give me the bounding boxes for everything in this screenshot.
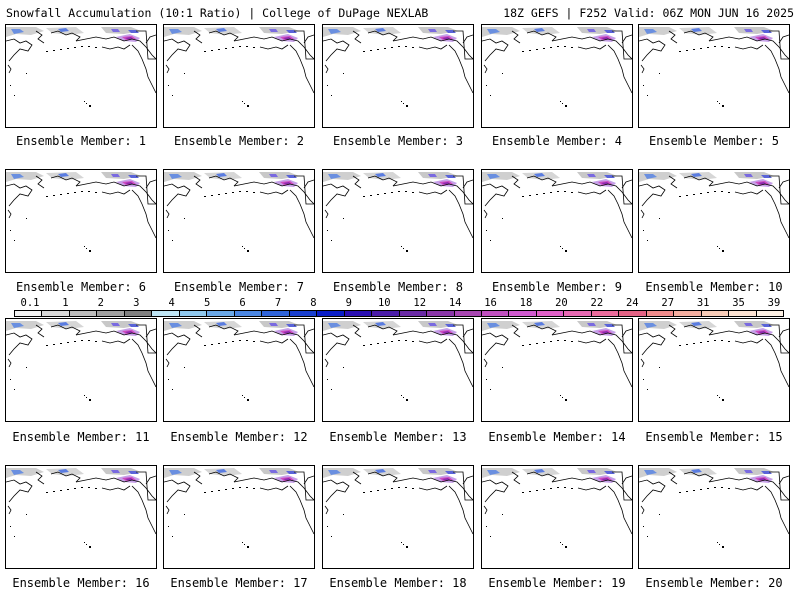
snowfall-colorbar — [14, 310, 784, 317]
ensemble-member-map — [638, 169, 790, 273]
ensemble-member-label: Ensemble Member: 8 — [332, 280, 464, 294]
ensemble-member-label: Ensemble Member: 12 — [170, 430, 308, 444]
map-title: Snowfall Accumulation (10:1 Ratio) | Col… — [6, 6, 429, 20]
colorbar-tick-label: 31 — [696, 297, 710, 309]
colorbar-segment — [481, 311, 510, 316]
colorbar-tick-label: 6 — [239, 297, 246, 309]
colorbar-tick-label: 22 — [590, 297, 604, 309]
colorbar-tick-label: 8 — [310, 297, 317, 309]
ensemble-member-map — [5, 169, 157, 273]
ensemble-member-map — [5, 318, 157, 422]
ensemble-member-map — [163, 24, 315, 128]
ensemble-member-label: Ensemble Member: 5 — [648, 134, 780, 148]
colorbar-segment — [207, 311, 235, 316]
ensemble-member-label: Ensemble Member: 16 — [12, 576, 150, 590]
colorbar-segment — [454, 311, 482, 316]
colorbar-tick-label: 12 — [413, 297, 427, 309]
colorbar-tick-label: 2 — [97, 297, 105, 309]
colorbar-segment — [646, 311, 675, 316]
ensemble-member-label: Ensemble Member: 11 — [12, 430, 150, 444]
colorbar-segment — [124, 311, 153, 316]
ensemble-member-label: Ensemble Member: 7 — [173, 280, 305, 294]
colorbar-segment — [564, 311, 592, 316]
ensemble-member-map — [163, 318, 315, 422]
colorbar-segment — [756, 311, 784, 316]
ensemble-member-label: Ensemble Member: 13 — [329, 430, 467, 444]
colorbar-segment — [729, 311, 757, 316]
colorbar-tick-label: 39 — [767, 297, 781, 309]
ensemble-member-map — [638, 318, 790, 422]
colorbar-segment — [42, 311, 70, 316]
ensemble-member-map — [481, 169, 633, 273]
ensemble-member-map — [5, 24, 157, 128]
colorbar-segment — [15, 311, 43, 316]
run-valid-time: 18Z GEFS | F252 Valid: 06Z MON JUN 16 20… — [503, 6, 794, 20]
ensemble-member-map — [481, 318, 633, 422]
colorbar-tick-label: 35 — [732, 297, 745, 309]
ensemble-member-label: Ensemble Member: 3 — [332, 134, 464, 148]
colorbar-tick-label: 16 — [484, 297, 497, 309]
colorbar-segment — [69, 311, 98, 316]
colorbar-tick-label: 18 — [519, 297, 533, 309]
colorbar-tick-label: 3 — [133, 297, 140, 309]
colorbar-segment — [399, 311, 428, 316]
colorbar-segment — [234, 311, 263, 316]
ensemble-member-label: Ensemble Member: 9 — [491, 280, 623, 294]
ensemble-member-map — [163, 169, 315, 273]
ensemble-member-label: Ensemble Member: 17 — [170, 576, 308, 590]
ensemble-member-label: Ensemble Member: 4 — [491, 134, 623, 148]
colorbar-segment — [372, 311, 400, 316]
ensemble-member-map — [638, 24, 790, 128]
ensemble-member-label: Ensemble Member: 19 — [488, 576, 626, 590]
colorbar-segment — [344, 311, 373, 316]
colorbar-segment — [591, 311, 620, 316]
ensemble-member-label: Ensemble Member: 15 — [645, 430, 783, 444]
ensemble-member-map — [638, 465, 790, 569]
ensemble-member-map — [322, 318, 474, 422]
colorbar-tick-label: 1 — [62, 297, 69, 309]
ensemble-member-map — [322, 24, 474, 128]
colorbar-ticks: 0.1 1 2 3 4 5 6 7 8 9 10 12 14 16 18 20 22 24 27 31 35 39 — [14, 297, 784, 309]
ensemble-member-label: Ensemble Member: 6 — [15, 280, 147, 294]
ensemble-member-label: Ensemble Member: 1 — [15, 134, 147, 148]
colorbar-segment — [289, 311, 318, 316]
colorbar-segment — [262, 311, 290, 316]
colorbar-tick-label: 4 — [168, 297, 175, 309]
colorbar-segment — [179, 311, 208, 316]
ensemble-member-label: Ensemble Member: 20 — [645, 576, 783, 590]
ensemble-member-map — [481, 24, 633, 128]
colorbar-tick-label: 9 — [345, 297, 353, 309]
colorbar-tick-label: 27 — [661, 297, 675, 309]
colorbar-segment — [152, 311, 180, 316]
colorbar-tick-label: 0.1 — [20, 297, 40, 309]
colorbar-segment — [317, 311, 345, 316]
colorbar-segment — [97, 311, 125, 316]
ensemble-member-map — [163, 465, 315, 569]
ensemble-member-map — [322, 169, 474, 273]
ensemble-member-label: Ensemble Member: 10 — [645, 280, 783, 294]
colorbar-segment — [701, 311, 730, 316]
colorbar-segment — [509, 311, 537, 316]
ensemble-member-label: Ensemble Member: 14 — [488, 430, 626, 444]
ensemble-member-label: Ensemble Member: 18 — [329, 576, 467, 590]
ensemble-member-map — [481, 465, 633, 569]
ensemble-member-label: Ensemble Member: 2 — [173, 134, 305, 148]
colorbar-tick-label: 10 — [377, 297, 391, 309]
colorbar-tick-label: 14 — [448, 297, 462, 309]
colorbar-segment — [674, 311, 702, 316]
colorbar-tick-label: 5 — [203, 297, 211, 309]
ensemble-member-map — [322, 465, 474, 569]
colorbar-segment — [536, 311, 565, 316]
ensemble-member-map — [5, 465, 157, 569]
colorbar-tick-label: 24 — [625, 297, 639, 309]
colorbar-tick-label: 7 — [274, 297, 282, 309]
colorbar-segment — [619, 311, 647, 316]
colorbar-tick-label: 20 — [555, 297, 568, 309]
colorbar-segment — [427, 311, 455, 316]
